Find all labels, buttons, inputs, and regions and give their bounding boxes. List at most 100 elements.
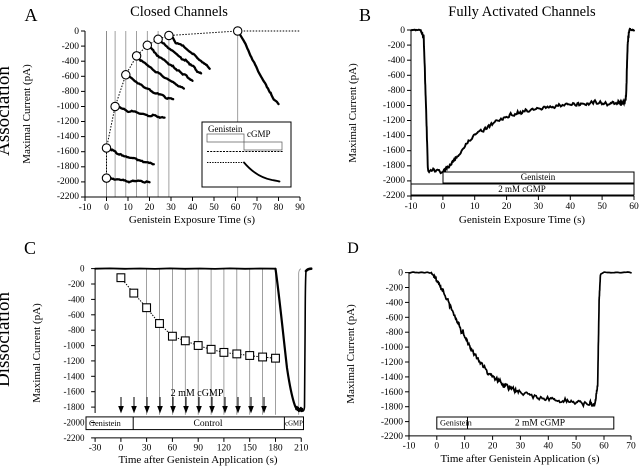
svg-text:Time after Genistein Applicati: Time after Genistein Application (s) [440, 453, 599, 465]
svg-text:Maximal Current (pA): Maximal Current (pA) [345, 304, 357, 404]
svg-text:Genistein Exposure Time (s): Genistein Exposure Time (s) [129, 214, 256, 226]
svg-text:-800: -800 [68, 325, 85, 335]
svg-text:C: C [24, 238, 36, 258]
svg-text:0: 0 [74, 27, 79, 37]
svg-text:20: 20 [145, 203, 155, 213]
svg-text:-200: -200 [62, 42, 80, 52]
svg-text:-600: -600 [386, 313, 404, 323]
svg-text:-2200: -2200 [64, 433, 85, 443]
svg-text:90: 90 [295, 203, 305, 213]
svg-text:70: 70 [626, 442, 636, 452]
svg-text:-2000: -2000 [383, 176, 405, 186]
svg-text:-30: -30 [89, 444, 102, 454]
svg-text:-2000: -2000 [381, 418, 403, 428]
svg-text:Maximal Current (pA): Maximal Current (pA) [31, 303, 43, 403]
svg-text:Genistein Exposure Time (s): Genistein Exposure Time (s) [459, 214, 586, 226]
svg-text:Dissociation: Dissociation [0, 292, 14, 387]
svg-text:210: 210 [294, 444, 309, 454]
svg-text:A: A [25, 5, 38, 25]
svg-text:0: 0 [119, 444, 124, 454]
svg-text:-2000: -2000 [64, 418, 85, 428]
svg-text:2 mM cGMP: 2 mM cGMP [515, 419, 565, 429]
svg-text:30: 30 [142, 444, 152, 454]
svg-text:0: 0 [104, 203, 109, 213]
svg-text:40: 40 [544, 442, 554, 452]
svg-text:-1600: -1600 [383, 146, 405, 156]
svg-text:-1400: -1400 [64, 371, 85, 381]
svg-text:80: 80 [274, 203, 284, 213]
svg-text:-600: -600 [388, 71, 406, 81]
svg-text:20: 20 [488, 442, 498, 452]
svg-text:-10: -10 [405, 202, 418, 212]
svg-text:-2200: -2200 [57, 192, 79, 202]
svg-text:D: D [347, 240, 359, 257]
svg-text:150: 150 [243, 444, 258, 454]
svg-text:-1000: -1000 [381, 343, 403, 353]
svg-text:40: 40 [566, 202, 576, 212]
svg-text:-1200: -1200 [64, 356, 85, 366]
svg-text:-1400: -1400 [381, 373, 403, 383]
svg-text:60: 60 [629, 202, 639, 212]
svg-text:cGMP: cGMP [285, 420, 303, 427]
svg-text:Control: Control [193, 419, 222, 429]
svg-text:Time after Genistein Applicati: Time after Genistein Application (s) [118, 454, 277, 466]
svg-text:-1800: -1800 [383, 161, 405, 171]
svg-text:60: 60 [168, 444, 178, 454]
svg-text:0: 0 [441, 202, 446, 212]
svg-text:Fully Activated Channels: Fully Activated Channels [448, 4, 596, 20]
svg-text:Genistein: Genistein [440, 419, 473, 428]
svg-text:-1600: -1600 [57, 147, 79, 157]
svg-text:-1200: -1200 [57, 117, 79, 127]
svg-text:10: 10 [460, 442, 470, 452]
svg-text:-1600: -1600 [64, 387, 85, 397]
svg-text:-1200: -1200 [381, 358, 403, 368]
svg-text:Maximal Current (pA): Maximal Current (pA) [347, 63, 359, 163]
svg-text:180: 180 [268, 444, 283, 454]
svg-text:-800: -800 [62, 87, 80, 97]
svg-text:Maximal Current (pA): Maximal Current (pA) [21, 64, 33, 164]
svg-text:-2000: -2000 [57, 177, 79, 187]
svg-text:60: 60 [599, 442, 609, 452]
svg-text:30: 30 [516, 442, 526, 452]
svg-text:2 mM cGMP: 2 mM cGMP [498, 184, 546, 194]
svg-text:-1400: -1400 [383, 131, 405, 141]
svg-text:Association: Association [0, 66, 14, 156]
svg-text:20: 20 [502, 202, 512, 212]
svg-text:30: 30 [534, 202, 544, 212]
svg-text:10: 10 [470, 202, 480, 212]
svg-text:-1400: -1400 [57, 132, 79, 142]
svg-text:cGMP: cGMP [247, 129, 271, 139]
svg-text:-1000: -1000 [383, 101, 405, 111]
svg-text:90: 90 [193, 444, 203, 454]
svg-text:120: 120 [217, 444, 232, 454]
svg-text:0: 0 [398, 269, 403, 279]
svg-text:-1000: -1000 [57, 102, 79, 112]
svg-text:-800: -800 [388, 86, 406, 96]
svg-text:-400: -400 [388, 56, 406, 66]
svg-text:70: 70 [252, 203, 262, 213]
svg-text:-1800: -1800 [57, 162, 79, 172]
svg-text:-400: -400 [62, 57, 80, 67]
svg-text:60: 60 [231, 203, 241, 213]
svg-text:-1800: -1800 [64, 402, 85, 412]
svg-text:-2200: -2200 [383, 191, 405, 201]
svg-text:-600: -600 [62, 72, 80, 82]
svg-text:0: 0 [80, 264, 85, 274]
svg-text:10: 10 [123, 203, 133, 213]
svg-text:Closed Channels: Closed Channels [130, 4, 228, 20]
svg-text:0: 0 [400, 26, 405, 36]
svg-text:-400: -400 [386, 298, 404, 308]
svg-text:-2200: -2200 [381, 432, 403, 442]
svg-text:-10: -10 [403, 442, 416, 452]
svg-text:-1600: -1600 [381, 388, 403, 398]
svg-text:-200: -200 [386, 284, 404, 294]
svg-text:-200: -200 [68, 279, 85, 289]
svg-text:-200: -200 [388, 41, 406, 51]
svg-text:0: 0 [434, 442, 439, 452]
svg-text:B: B [359, 5, 371, 25]
svg-text:50: 50 [571, 442, 581, 452]
svg-text:50: 50 [597, 202, 607, 212]
svg-text:Genistein: Genistein [89, 419, 122, 428]
svg-text:-600: -600 [68, 310, 85, 320]
svg-text:-800: -800 [386, 328, 404, 338]
